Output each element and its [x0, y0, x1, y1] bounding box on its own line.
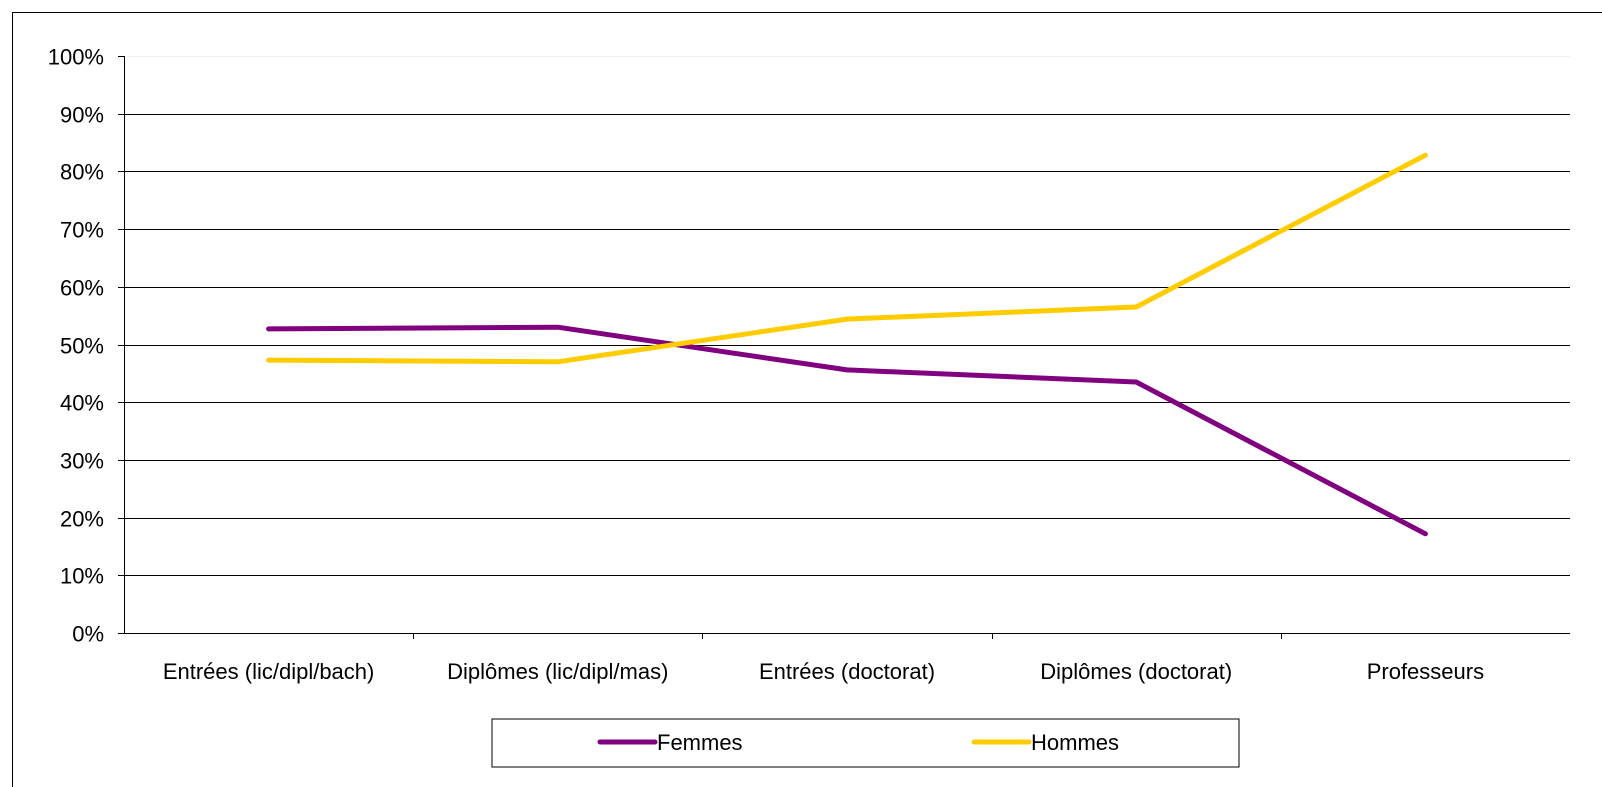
y-tick-label: 90% [60, 103, 104, 128]
y-tick-label: 20% [60, 507, 104, 532]
y-tick-label: 80% [60, 160, 104, 185]
y-axis-tick-labels: 0% 10% 20% 30% 40% 50% 60% 70% 80% 90% 100% [48, 45, 104, 647]
legend: Femmes Hommes [491, 718, 1240, 768]
x-tick-label: Entrées (doctorat) [759, 659, 935, 684]
y-tick-label: 30% [60, 449, 104, 474]
x-tick-label: Entrées (lic/dipl/bach) [163, 659, 375, 684]
series-lines [266, 152, 1428, 537]
y-tick-label: 10% [60, 564, 104, 589]
x-axis-tick-labels: Entrées (lic/dipl/bach) Diplômes (lic/dip… [163, 659, 1484, 684]
y-tick-label: 70% [60, 218, 104, 243]
x-tick-label: Diplômes (lic/dipl/mas) [447, 659, 668, 684]
x-tick-label: Diplômes (doctorat) [1040, 659, 1232, 684]
series-line-hommes [266, 152, 1428, 365]
gridlines [124, 56, 1570, 576]
legend-label-femmes: Femmes [657, 730, 743, 755]
y-tick-label: 40% [60, 391, 104, 416]
y-tick-label: 50% [60, 334, 104, 359]
axes [118, 56, 1570, 639]
x-tick-label: Professeurs [1367, 659, 1484, 684]
legend-label-hommes: Hommes [1031, 730, 1119, 755]
chart-frame [12, 12, 1602, 787]
y-tick-label: 100% [48, 45, 104, 70]
series-line-femmes [266, 324, 1428, 537]
y-tick-label: 0% [72, 622, 104, 647]
y-tick-label: 60% [60, 276, 104, 301]
